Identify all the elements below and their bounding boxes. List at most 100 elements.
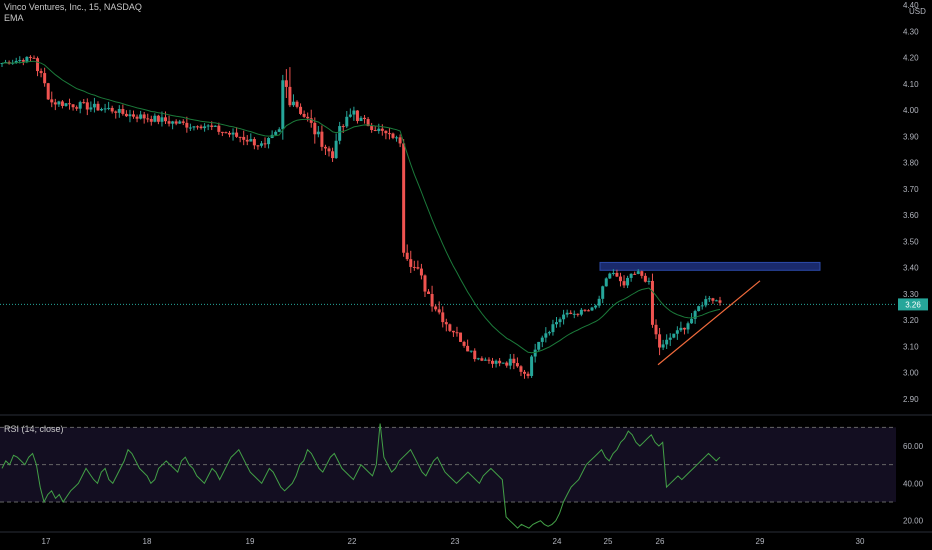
candle-body <box>515 363 519 367</box>
candle-body <box>604 278 608 287</box>
candle-body <box>519 366 523 372</box>
candle-body <box>594 305 598 308</box>
candle-body <box>135 116 139 119</box>
candle-body <box>89 107 93 110</box>
candle-body <box>85 102 89 110</box>
candle-body <box>718 300 722 303</box>
candle-body <box>217 125 221 132</box>
candle-body <box>210 125 214 127</box>
candle-body <box>636 271 640 274</box>
candle-body <box>199 126 203 129</box>
candle-body <box>160 117 164 122</box>
candle-body <box>68 103 72 105</box>
candle-body <box>363 117 367 120</box>
candle-body <box>661 344 665 348</box>
price-tick-label: 4.00 <box>903 106 919 115</box>
candle-body <box>39 71 43 74</box>
candle-body <box>249 139 253 142</box>
candle-body <box>512 358 516 364</box>
candle-body <box>345 116 349 127</box>
candle-body <box>309 118 313 123</box>
candle-body <box>171 121 175 124</box>
candle-body <box>384 130 388 134</box>
candle-body <box>572 313 576 315</box>
price-tick-label: 4.30 <box>903 27 919 36</box>
candle-body <box>558 319 562 323</box>
candle-body <box>586 310 590 312</box>
candle-body <box>412 266 416 268</box>
candle-body <box>295 101 299 107</box>
candle-body <box>615 272 619 277</box>
candle-body <box>459 332 463 342</box>
candle-body <box>423 275 427 292</box>
candle-body <box>533 349 537 357</box>
candle-body <box>60 101 64 106</box>
candle-body <box>505 362 509 366</box>
price-tick-label: 3.10 <box>903 342 919 351</box>
candle-body <box>675 330 679 334</box>
candle-body <box>551 324 555 333</box>
candle-body <box>153 115 157 122</box>
candle-body <box>323 146 327 149</box>
price-tick-label: 3.00 <box>903 369 919 378</box>
ema-legend: EMA <box>4 13 24 23</box>
time-tick-label: 30 <box>856 537 865 546</box>
rsi-tick-label: 60.00 <box>903 442 924 451</box>
candle-body <box>220 131 224 133</box>
candle-body <box>654 324 658 335</box>
candle-body <box>235 132 239 137</box>
candle-body <box>700 305 704 307</box>
candle-body <box>277 129 281 132</box>
last-price-tag <box>898 298 928 311</box>
candle-body <box>629 273 633 278</box>
candle-body <box>455 332 459 334</box>
candle-body <box>18 60 22 62</box>
candle-body <box>252 139 256 146</box>
candle-body <box>672 333 676 338</box>
candle-body <box>682 327 686 330</box>
price-tick-label: 3.80 <box>903 159 919 168</box>
candle-body <box>448 324 452 331</box>
candle-body <box>473 350 477 360</box>
candle-body <box>565 312 569 315</box>
candle-body <box>650 280 654 325</box>
candle-body <box>419 268 423 276</box>
price-tick-label: 2.90 <box>903 395 919 404</box>
candle-body <box>142 114 146 119</box>
candle-body <box>366 119 370 127</box>
candle-body <box>288 86 292 106</box>
candle-body <box>441 312 445 323</box>
candle-body <box>643 275 647 282</box>
candle-body <box>82 102 86 104</box>
candle-body <box>373 129 377 132</box>
candle-body <box>327 148 331 152</box>
candle-body <box>0 63 4 65</box>
candle-body <box>547 332 551 334</box>
candle-body <box>554 322 558 325</box>
candle-body <box>117 109 121 113</box>
candle-body <box>331 151 335 159</box>
candle-body <box>359 117 363 122</box>
candle-body <box>14 60 18 63</box>
resistance-zone <box>599 261 821 271</box>
candle-body <box>647 280 651 282</box>
candle-body <box>46 83 50 100</box>
candle-body <box>469 350 473 352</box>
candle-body <box>50 99 54 103</box>
price-tick-label: 3.20 <box>903 316 919 325</box>
candle-body <box>139 114 143 119</box>
candle-body <box>690 318 694 324</box>
candle-body <box>32 57 36 59</box>
candle-body <box>178 121 182 124</box>
time-tick-label: 26 <box>656 537 665 546</box>
candle-body <box>711 298 715 301</box>
candle-body <box>377 128 381 132</box>
candle-body <box>267 138 271 145</box>
candle-body <box>483 359 487 361</box>
candle-body <box>626 277 630 286</box>
candle-body <box>227 132 231 135</box>
candle-body <box>714 300 718 302</box>
candle-body <box>579 309 583 315</box>
